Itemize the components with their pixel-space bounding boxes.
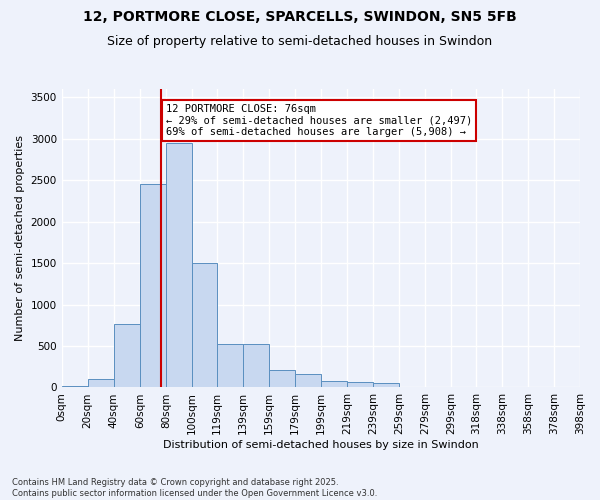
Bar: [114, 324, 140, 388]
Bar: [295, 374, 321, 388]
Text: 12, PORTMORE CLOSE, SPARCELLS, SWINDON, SN5 5FB: 12, PORTMORE CLOSE, SPARCELLS, SWINDON, …: [83, 10, 517, 24]
X-axis label: Distribution of semi-detached houses by size in Swindon: Distribution of semi-detached houses by …: [163, 440, 479, 450]
Bar: [373, 384, 399, 388]
Bar: [192, 263, 217, 388]
Bar: [140, 184, 166, 388]
Bar: [321, 381, 347, 388]
Text: 12 PORTMORE CLOSE: 76sqm
← 29% of semi-detached houses are smaller (2,497)
69% o: 12 PORTMORE CLOSE: 76sqm ← 29% of semi-d…: [166, 104, 472, 137]
Bar: [217, 344, 242, 388]
Bar: [242, 344, 269, 388]
Bar: [62, 386, 88, 388]
Bar: [399, 386, 425, 388]
Bar: [269, 370, 295, 388]
Bar: [166, 143, 192, 388]
Text: Size of property relative to semi-detached houses in Swindon: Size of property relative to semi-detach…: [107, 35, 493, 48]
Bar: [347, 382, 373, 388]
Bar: [88, 379, 114, 388]
Y-axis label: Number of semi-detached properties: Number of semi-detached properties: [15, 135, 25, 341]
Text: Contains HM Land Registry data © Crown copyright and database right 2025.
Contai: Contains HM Land Registry data © Crown c…: [12, 478, 377, 498]
